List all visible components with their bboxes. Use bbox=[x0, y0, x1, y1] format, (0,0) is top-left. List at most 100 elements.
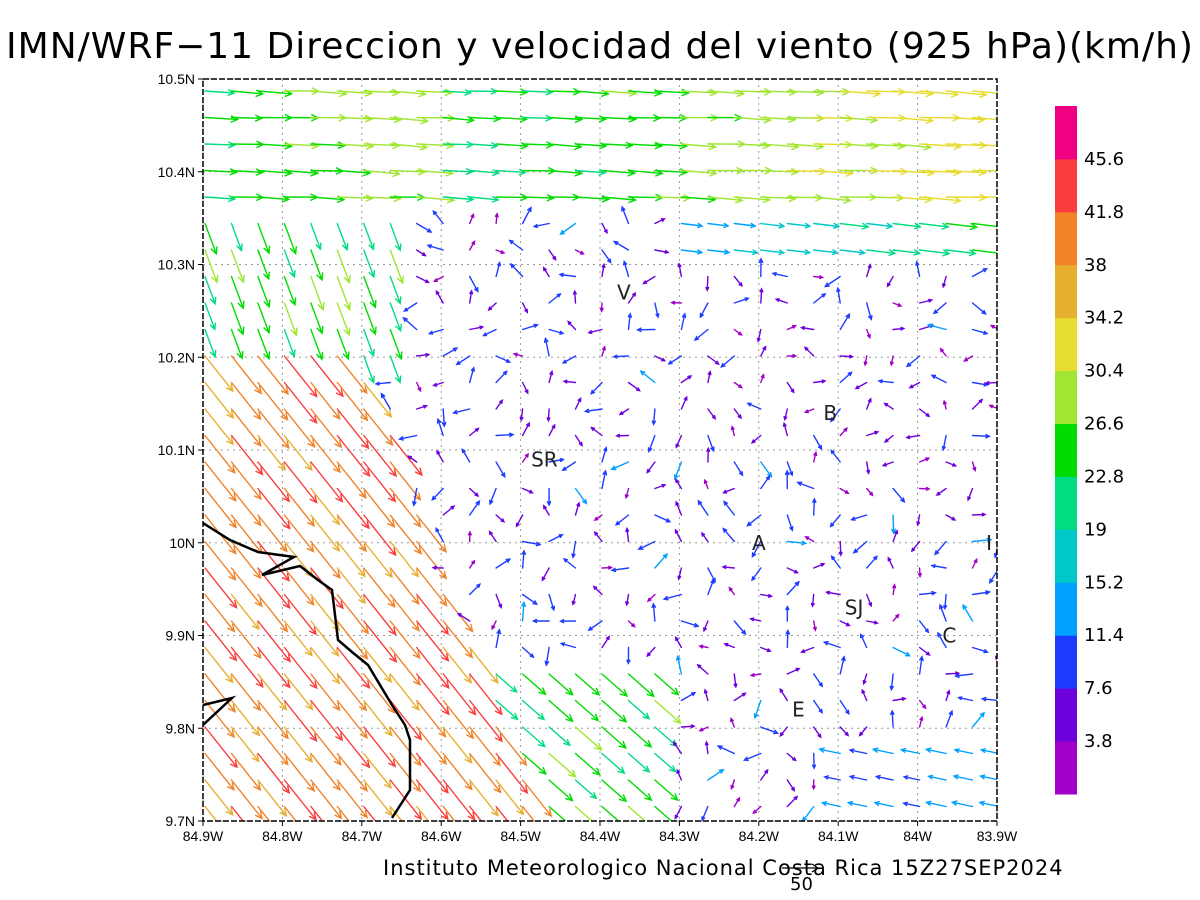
wind-vector bbox=[469, 583, 482, 596]
wind-vector bbox=[416, 540, 448, 580]
wind-vector bbox=[310, 434, 341, 474]
wind-vector bbox=[257, 302, 271, 335]
wind-vector bbox=[918, 590, 937, 596]
wind-vector bbox=[336, 726, 371, 769]
wind-vector bbox=[336, 487, 370, 530]
wind-vector bbox=[521, 302, 529, 314]
wind-vector bbox=[945, 709, 953, 728]
wind-vector bbox=[336, 673, 367, 712]
wind-vector bbox=[257, 805, 271, 821]
x-tick-label: 84.5W bbox=[500, 828, 541, 844]
x-axis-ticks: 84.9W 84.8W 84.7W 84.6W 84.5W 84.4W 84.3W 84.2W… bbox=[183, 821, 1018, 844]
wind-vector-field bbox=[204, 87, 1040, 821]
wind-vector bbox=[389, 167, 427, 176]
wind-vector bbox=[614, 514, 630, 526]
wind-vector bbox=[455, 355, 471, 366]
wind-vector bbox=[670, 300, 683, 305]
wind-vector bbox=[574, 726, 603, 751]
wind-vector bbox=[416, 404, 429, 410]
wind-vector bbox=[469, 212, 475, 225]
wind-vector bbox=[848, 774, 868, 781]
wind-vector bbox=[230, 408, 262, 447]
wind-vector bbox=[416, 593, 450, 636]
wind-vector bbox=[654, 805, 677, 821]
wind-vector bbox=[786, 667, 801, 675]
wind-vector bbox=[230, 805, 244, 821]
wind-vector bbox=[988, 404, 997, 409]
wind-vector bbox=[813, 249, 839, 256]
wind-vector bbox=[548, 328, 565, 335]
wind-vector bbox=[999, 117, 1040, 123]
wind-vector bbox=[521, 206, 532, 225]
wind-vector bbox=[204, 805, 218, 821]
wind-vector bbox=[543, 336, 550, 357]
wind-vector bbox=[515, 514, 524, 528]
wind-vector bbox=[626, 646, 631, 665]
wind-vector bbox=[782, 421, 788, 437]
wind-vector bbox=[786, 353, 798, 358]
wind-vector bbox=[615, 433, 630, 438]
wind-vector bbox=[999, 262, 1008, 276]
wind-vector bbox=[548, 423, 556, 437]
wind-vector bbox=[829, 514, 841, 528]
wind-vector bbox=[756, 328, 762, 343]
wind-vector bbox=[546, 408, 551, 423]
wind-vector bbox=[905, 355, 921, 368]
wind-vector bbox=[999, 224, 1030, 230]
wind-vector bbox=[432, 381, 444, 387]
wind-vector bbox=[647, 434, 656, 453]
wind-vector bbox=[733, 692, 747, 702]
wind-vector bbox=[971, 461, 977, 473]
wind-vector bbox=[627, 291, 637, 304]
wind-vector bbox=[785, 605, 790, 622]
wind-vector bbox=[230, 302, 245, 336]
wind-vector bbox=[722, 527, 735, 543]
wind-vector bbox=[918, 715, 924, 728]
wind-vector bbox=[846, 800, 868, 808]
wind-vector bbox=[257, 752, 291, 795]
wind-vector bbox=[676, 768, 683, 781]
wind-vector bbox=[469, 699, 503, 743]
wind-vector bbox=[945, 115, 987, 123]
colorbar-segment bbox=[1055, 158, 1077, 213]
wind-vector bbox=[957, 696, 974, 702]
wind-vector bbox=[416, 88, 454, 97]
wind-vector bbox=[646, 461, 656, 474]
wind-vector bbox=[706, 446, 711, 463]
wind-vector bbox=[562, 558, 577, 569]
wind-vector bbox=[999, 586, 1015, 595]
wind-vector bbox=[495, 261, 501, 278]
wind-vector bbox=[204, 302, 217, 331]
wind-vector bbox=[971, 398, 984, 410]
colorbar-segment bbox=[1055, 635, 1077, 689]
wind-vector bbox=[866, 620, 880, 625]
wind-vector bbox=[508, 239, 524, 251]
wind-vector bbox=[971, 557, 978, 569]
wind-vector bbox=[967, 487, 974, 502]
wind-vector bbox=[601, 469, 608, 490]
wind-vector bbox=[257, 540, 290, 582]
wind-vector bbox=[728, 586, 735, 596]
wind-vector bbox=[892, 697, 907, 702]
wind-vector bbox=[336, 620, 369, 660]
wind-vector bbox=[310, 699, 344, 742]
wind-vector bbox=[871, 747, 894, 755]
wind-vector bbox=[866, 249, 897, 257]
wind-vector bbox=[599, 302, 604, 313]
wind-vector bbox=[495, 558, 512, 569]
wind-vector bbox=[707, 249, 731, 255]
wind-vector bbox=[742, 752, 762, 762]
wind-vector bbox=[918, 298, 934, 304]
wind-vector bbox=[830, 449, 841, 463]
wind-vector bbox=[971, 268, 988, 278]
wind-vector bbox=[374, 381, 391, 386]
wind-vector bbox=[627, 673, 656, 698]
wind-vector bbox=[389, 302, 402, 333]
wind-vector bbox=[469, 142, 499, 149]
wind-vector bbox=[310, 408, 343, 449]
wind-vector bbox=[601, 635, 611, 649]
wind-vector bbox=[469, 275, 479, 293]
wind-vector bbox=[654, 673, 680, 696]
wind-vector bbox=[934, 540, 947, 556]
wind-vector bbox=[469, 115, 502, 123]
